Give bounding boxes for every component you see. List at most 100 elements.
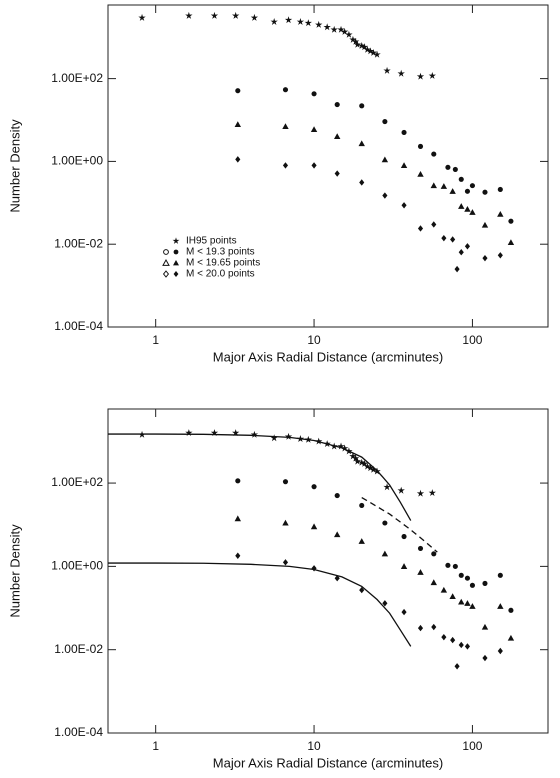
data-point [284,432,293,440]
data-point [469,582,475,588]
data-point [497,252,503,259]
data-point [469,183,475,189]
y-tick-label: 1.00E+00 [51,559,103,573]
data-point [464,643,471,650]
fit-line [108,562,412,647]
y-tick-label: 1.00E+02 [51,475,103,489]
data-point [366,47,375,55]
data-point [417,545,424,551]
fit-line [108,433,412,521]
data-point [296,18,305,25]
data-point [349,35,357,43]
data-point [508,607,514,613]
data-point [401,202,407,209]
data-point [235,552,241,559]
data-point [333,133,341,140]
data-point [454,265,460,273]
data-point [507,634,515,641]
data-point [441,234,447,242]
legend-label: M < 19.65 points [186,258,260,269]
data-point [381,156,389,163]
data-point [400,162,408,168]
data-point [358,140,365,147]
data-point [210,11,219,19]
data-point [431,551,437,557]
data-point [311,484,317,490]
data-point [311,91,317,97]
data-point [282,559,289,566]
data-point [250,13,259,21]
data-point [417,569,424,575]
data-point [232,429,240,437]
data-point [353,457,362,465]
data-point [315,20,323,28]
data-point [210,429,219,437]
data-point [450,636,456,644]
data-point [337,25,345,33]
data-point [440,183,448,189]
data-point [383,483,391,491]
legend-marker [162,258,170,266]
data-point [431,151,437,157]
data-point [270,18,278,25]
data-point [441,633,447,641]
data-point [449,593,456,599]
data-point [464,206,471,212]
data-point [464,575,471,581]
plot-frame [107,4,549,328]
data-point [449,188,456,194]
data-point [401,608,407,616]
data-point [359,586,365,594]
data-point [430,579,437,586]
data-point [304,19,312,27]
data-point [481,221,489,228]
data-point [337,442,345,450]
x-axis-label: Major Axis Radial Distance (arcminutes) [213,349,443,364]
data-point [382,520,388,526]
y-tick-label: 1.00E-04 [54,319,103,333]
data-point [311,565,317,572]
data-point [270,434,278,442]
data-point [458,641,464,649]
data-point [417,143,424,149]
data-point [234,515,241,522]
data-point [310,126,318,133]
data-point [358,538,365,544]
x-tick-label: 1 [152,739,159,753]
data-point [454,663,460,670]
data-point [310,523,318,530]
y-tick-label: 1.00E+00 [51,154,103,168]
data-point [497,211,504,217]
data-point [340,444,349,452]
data-point [382,118,388,125]
data-point [359,103,365,109]
data-point [282,519,289,526]
legend-label: M < 20.0 points [186,269,255,280]
data-point [397,486,405,494]
data-point [359,502,365,509]
y-tick-label: 1.00E-02 [54,236,103,250]
data-point [185,11,193,19]
data-point [428,489,436,497]
data-point [458,598,465,605]
data-point [358,458,366,466]
data-point [397,69,405,77]
data-point [417,225,424,232]
x-tick-label: 10 [307,739,321,753]
data-point [440,586,448,593]
x-tick-label: 100 [462,739,482,753]
data-point [360,43,369,51]
y-tick-label: 1.00E-02 [54,642,103,656]
data-point [333,531,341,538]
data-point [250,430,259,438]
data-point [235,478,241,484]
fit-line [361,496,438,553]
data-point [497,603,504,609]
data-point [458,203,465,209]
data-point [383,66,391,74]
data-point [464,188,471,194]
data-point [416,72,425,80]
data-point [508,218,514,224]
data-point [282,479,289,485]
